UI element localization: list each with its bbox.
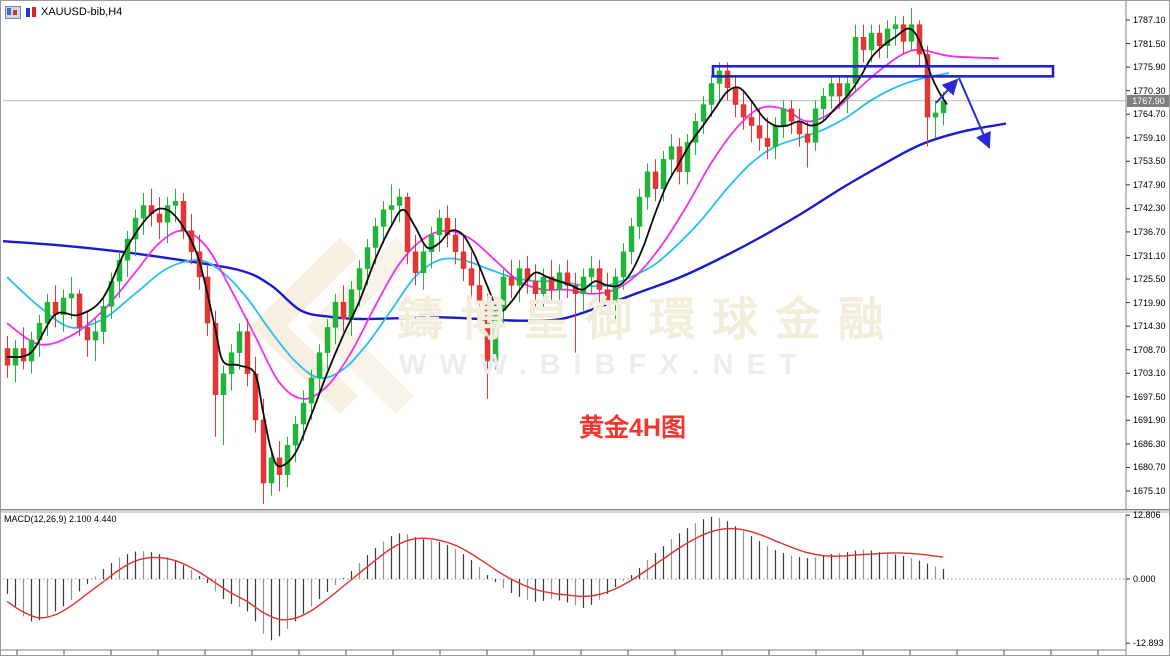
price-axis-label: 1697.50 [1133, 391, 1166, 402]
price-axis-label: 1781.50 [1133, 38, 1166, 49]
price-axis-label: 1731.10 [1133, 250, 1166, 261]
chart-caption-gold-4h: 黄金4H图 [579, 414, 686, 442]
price-axis-label: 1680.70 [1133, 462, 1166, 473]
resistance-zone-box [711, 64, 1055, 78]
price-axis-label: 1747.90 [1133, 179, 1166, 190]
pane-divider[interactable] [1, 509, 1169, 514]
watermark-url-text: WWW.BIBFX.NET [399, 349, 810, 381]
ma-trend-blue-line [2, 122, 1007, 322]
price-axis-label: 1736.70 [1133, 226, 1166, 237]
price-axis-label: 1703.10 [1133, 368, 1166, 379]
macd-signal-line [6, 527, 944, 621]
candlestick-icon [24, 6, 38, 18]
price-axis-label: 1759.10 [1133, 132, 1166, 143]
ma-mid-magenta-line [6, 48, 1000, 400]
macd-indicator-label: MACD(12,26,9) 2.100 4.440 [4, 514, 117, 524]
arrow-up-annotation [935, 78, 959, 104]
ma-fast-black-line [6, 27, 948, 468]
price-axis-label: 1742.30 [1133, 203, 1166, 214]
macd-axis-label: 12.806 [1133, 510, 1161, 521]
price-axis-label: 1753.50 [1133, 156, 1166, 167]
symbol-timeframe-label: XAUUSD-bib,H4 [41, 6, 123, 18]
price-axis-label: 1770.30 [1133, 85, 1166, 96]
price-axis-label: 1686.30 [1133, 438, 1166, 449]
window-icon [5, 5, 21, 19]
price-axis-label: 1725.50 [1133, 274, 1166, 285]
price-axis-label: 1775.90 [1133, 62, 1166, 73]
current-price-badge: 1767.90 [1127, 94, 1169, 107]
price-axis[interactable]: 1787.10 1781.50 1775.90 1770.30 1764.70 1759.… [1126, 1, 1169, 655]
price-axis-label: 1764.70 [1133, 109, 1166, 120]
price-axis-label: 1708.70 [1133, 344, 1166, 355]
macd-axis-label: 0.000 [1133, 574, 1156, 584]
candles-group [4, 7, 947, 505]
watermark-brand-text: 鑄博皇御環球金融 [397, 293, 901, 345]
price-axis-label: 1714.30 [1133, 321, 1166, 332]
price-axis-label: 1787.10 [1133, 15, 1166, 25]
macd-histogram-group [6, 516, 945, 641]
price-axis-label: 1675.10 [1133, 486, 1166, 496]
price-axis-label: 1691.90 [1133, 415, 1166, 426]
price-axis-label: 1719.90 [1133, 297, 1166, 308]
chart-titlebar: XAUUSD-bib,H4 [5, 5, 122, 19]
arrow-down-annotation [958, 77, 991, 149]
macd-axis-label: -12.893 [1133, 638, 1164, 649]
